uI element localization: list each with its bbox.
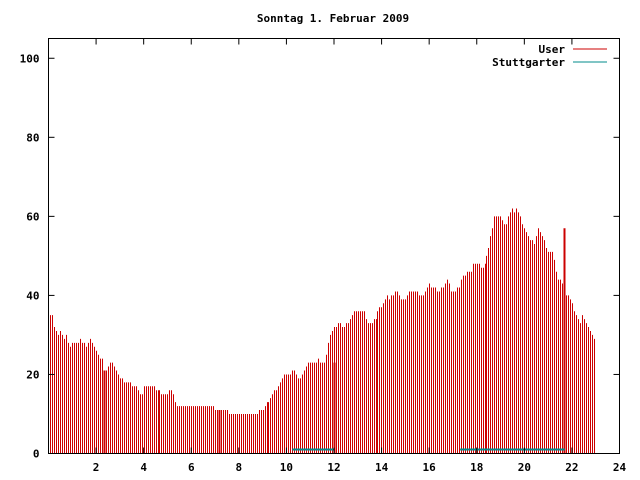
y-tick-label: 20 <box>26 368 39 381</box>
x-tick-label: 16 <box>423 461 437 474</box>
x-tick-label: 2 <box>93 461 100 474</box>
y-tick-label: 60 <box>26 210 39 223</box>
x-tick-label: 12 <box>327 461 340 474</box>
chart-title: Sonntag 1. Februar 2009 <box>257 12 409 25</box>
x-tick-label: 24 <box>613 461 627 474</box>
plot-area <box>50 208 595 454</box>
x-tick-label: 18 <box>470 461 483 474</box>
x-tick-label: 6 <box>188 461 195 474</box>
x-tick-label: 8 <box>236 461 243 474</box>
legend: User Stuttgarter <box>492 43 607 69</box>
legend-label-user: User <box>539 43 566 56</box>
y-tick-label: 40 <box>26 289 39 302</box>
y-tick-label: 80 <box>26 131 39 144</box>
x-tick-label: 4 <box>140 461 147 474</box>
y-tick-label: 0 <box>33 448 40 461</box>
y-tick-label: 100 <box>20 52 40 65</box>
x-tick-label: 10 <box>280 461 293 474</box>
x-tick-label: 14 <box>375 461 389 474</box>
x-tick-label: 20 <box>518 461 531 474</box>
legend-label-stuttgarter: Stuttgarter <box>492 56 565 69</box>
x-tick-label: 22 <box>565 461 578 474</box>
